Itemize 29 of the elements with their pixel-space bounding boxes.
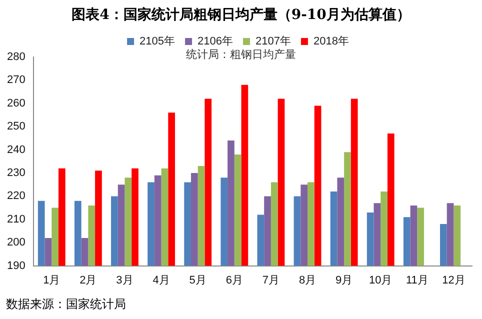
chart-title: 图表4：国家统计局粗钢日均产量（9-10月为估算值） [70, 6, 412, 25]
annotation: 统计局：粗钢日均产量 [186, 48, 296, 61]
x-tick-label: 6月 [226, 274, 243, 286]
x-tick-label: 3月 [116, 274, 134, 286]
x-tick-label: 4月 [152, 274, 170, 286]
legend-label: 2018年 [313, 36, 349, 48]
x-tick-label: 12月 [442, 274, 466, 286]
y-tick-label: 220 [6, 190, 26, 202]
y-tick-label: 260 [6, 97, 26, 110]
y-tick-label: 230 [6, 167, 26, 180]
y-tick-label: 250 [6, 120, 26, 133]
x-tick-label: 11月 [406, 274, 428, 286]
x-tick-label: 1月 [43, 274, 60, 286]
x-tick-label: 9月 [336, 274, 353, 286]
legend-label: 2107年 [256, 36, 291, 48]
y-tick-label: 280 [6, 51, 26, 64]
y-tick-label: 240 [6, 144, 26, 156]
source-note: 数据来源：国家统计局 [6, 296, 126, 313]
x-tick-label: 8月 [298, 274, 316, 286]
y-tick-label: 190 [6, 260, 26, 272]
y-tick-label: 270 [6, 74, 26, 86]
y-tick-label: 200 [6, 236, 26, 249]
x-tick-label: 2月 [80, 274, 97, 286]
y-tick-label: 210 [6, 213, 26, 226]
legend-label: 2105年 [140, 36, 176, 48]
x-tick-label: 7月 [262, 274, 280, 286]
x-tick-label: 5月 [189, 274, 206, 286]
legend-label: 2106年 [198, 36, 234, 48]
x-tick-label: 10月 [368, 274, 392, 286]
